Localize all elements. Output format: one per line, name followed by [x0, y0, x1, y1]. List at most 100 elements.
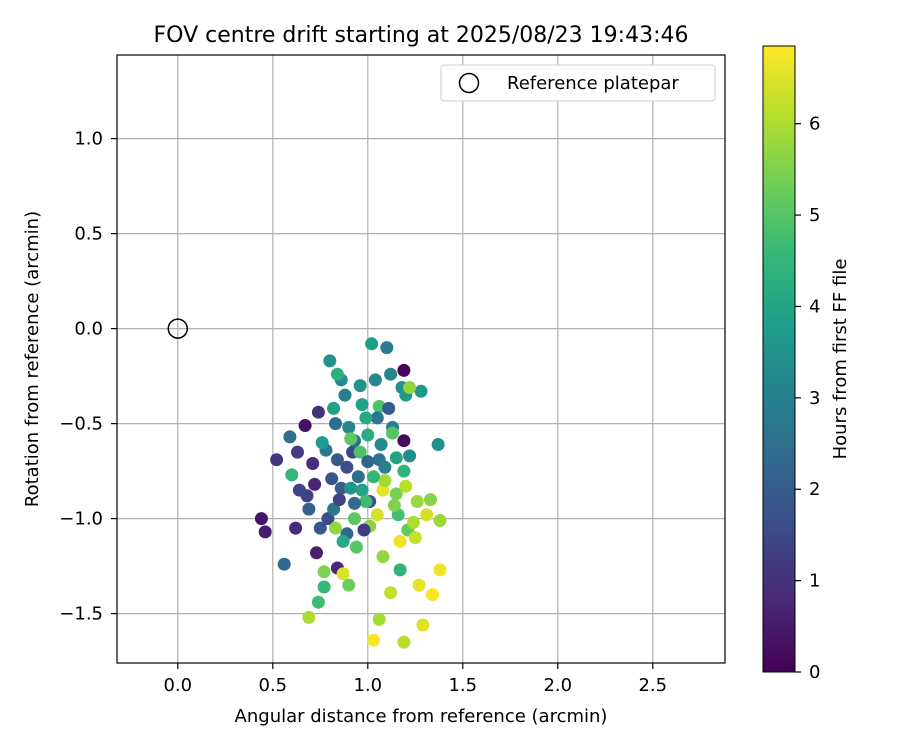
plot-area	[116, 54, 726, 664]
colorbar-tick-label: 3	[809, 388, 820, 409]
data-point	[389, 487, 403, 501]
data-point	[308, 477, 322, 491]
colorbar-tick-label: 2	[809, 479, 820, 500]
data-point	[397, 434, 411, 448]
data-point	[306, 457, 320, 470]
data-point	[355, 398, 369, 412]
legend-entry-reference: Reference platepar	[507, 73, 679, 94]
colorbar-tick-label: 6	[809, 114, 820, 135]
data-points	[254, 337, 447, 649]
data-point	[329, 417, 342, 431]
data-point	[410, 495, 424, 508]
data-point	[420, 508, 434, 522]
data-point	[414, 384, 428, 398]
data-point	[336, 534, 350, 548]
data-point	[416, 618, 430, 632]
data-point	[323, 354, 337, 368]
data-point	[367, 470, 380, 484]
data-point	[289, 521, 303, 535]
data-point	[393, 534, 407, 548]
data-point	[291, 445, 304, 459]
data-point	[386, 426, 399, 440]
data-point	[344, 432, 358, 446]
data-point	[378, 474, 392, 488]
data-point	[399, 479, 413, 493]
data-point	[338, 388, 352, 402]
data-point	[408, 531, 422, 545]
y-tick-label: −1.0	[59, 509, 103, 530]
data-point	[384, 367, 398, 381]
data-point	[298, 419, 312, 432]
data-point	[368, 373, 382, 387]
y-tick-label: 1.0	[74, 129, 103, 150]
data-point	[270, 453, 284, 467]
data-point	[406, 515, 420, 529]
data-point	[317, 565, 331, 579]
colorbar-tick-label: 0	[809, 662, 820, 683]
data-point	[424, 493, 437, 507]
data-point	[342, 578, 356, 592]
data-point	[349, 540, 363, 554]
data-point	[325, 472, 339, 486]
data-point	[277, 557, 291, 571]
legend: Reference platepar	[440, 64, 716, 102]
data-point	[302, 610, 316, 624]
data-point	[313, 521, 327, 535]
data-point	[332, 493, 346, 507]
data-point	[361, 455, 375, 469]
legend-reference-icon	[458, 72, 480, 94]
data-point	[302, 502, 316, 516]
data-point	[254, 512, 268, 526]
data-point	[359, 495, 373, 508]
colorbar-tick-label: 1	[809, 571, 820, 592]
y-tick-label: 0.0	[74, 319, 103, 340]
data-point	[376, 550, 390, 564]
data-point	[425, 588, 439, 602]
data-point	[311, 405, 325, 419]
data-point	[389, 451, 403, 465]
data-point	[359, 411, 373, 425]
colorbar-tick-label: 4	[809, 296, 820, 317]
chart-title: FOV centre drift starting at 2025/08/23 …	[154, 23, 689, 48]
data-point	[355, 483, 369, 497]
data-point	[310, 546, 323, 560]
data-point	[412, 578, 426, 592]
data-point	[387, 498, 401, 512]
colorbar: 0 1 2 3 4 5 6 Hours from first FF file	[762, 45, 851, 683]
x-axis-label: Angular distance from reference (arcmin)	[235, 706, 608, 727]
data-point	[393, 563, 407, 577]
colorbar-label: Hours from first FF file	[830, 259, 851, 460]
data-point	[334, 481, 348, 495]
data-point	[353, 379, 367, 393]
data-point	[370, 508, 384, 522]
colorbar-tick-label: 5	[809, 205, 820, 226]
y-axis-ticks: 1.0 0.5 0.0 −0.5 −1.0 −1.5	[59, 129, 117, 625]
data-point	[353, 445, 367, 459]
data-point	[258, 525, 272, 539]
data-point	[344, 481, 358, 495]
x-tick-label: 1.5	[448, 675, 477, 696]
data-point	[365, 337, 379, 351]
data-point	[403, 381, 417, 394]
data-point	[372, 612, 386, 626]
legend-box	[440, 64, 716, 102]
data-point	[321, 512, 335, 526]
x-tick-label: 2.5	[638, 675, 667, 696]
data-point	[367, 633, 380, 647]
y-tick-label: −1.5	[59, 604, 103, 625]
data-point	[330, 453, 344, 467]
x-tick-label: 0.5	[258, 675, 287, 696]
data-point	[317, 580, 331, 594]
colorbar-fill	[762, 45, 796, 673]
data-point	[348, 512, 361, 526]
y-tick-label: 0.5	[74, 224, 103, 245]
grid-lines	[117, 55, 725, 663]
x-tick-label: 0.0	[163, 675, 192, 696]
data-point	[285, 468, 299, 482]
data-point	[330, 367, 344, 381]
data-point	[292, 483, 306, 497]
data-point	[370, 411, 384, 425]
data-point	[397, 635, 411, 649]
plot-background	[117, 55, 725, 663]
